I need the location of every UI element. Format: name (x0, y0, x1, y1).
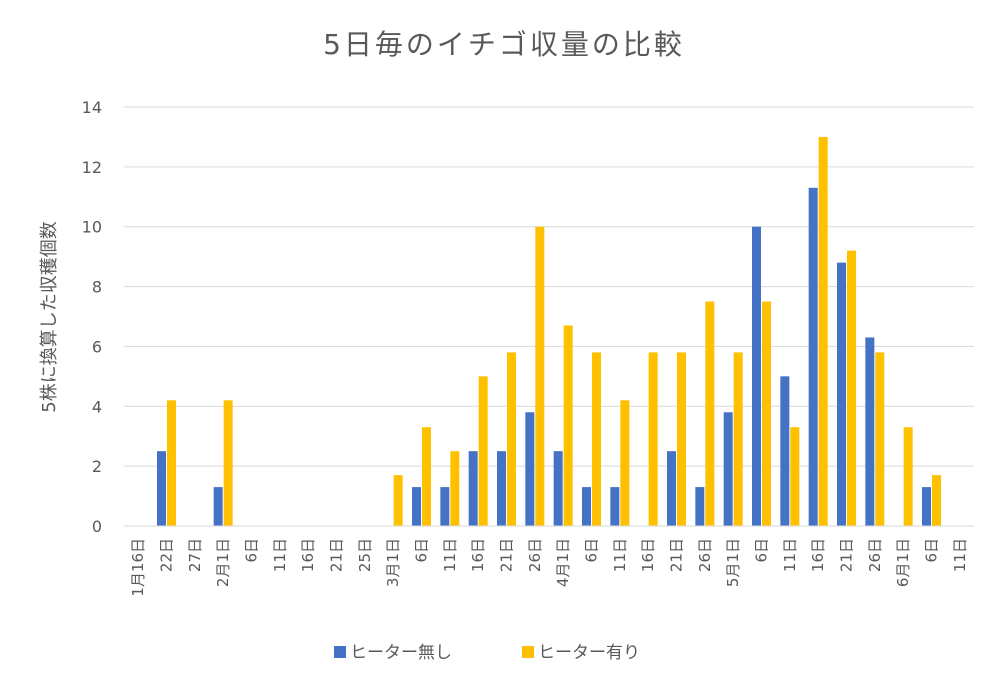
bar-series-2 (847, 250, 856, 526)
y-axis-label: 5株に換算した収穫個数 (39, 221, 60, 412)
bar-series-1 (780, 376, 790, 526)
bar-series-2 (450, 451, 460, 526)
x-tick-label: 22日 (158, 538, 176, 572)
x-tick-label: 16日 (639, 538, 657, 572)
x-tick-label: 11日 (781, 538, 799, 572)
bar-series-1 (837, 262, 846, 526)
x-tick-label: 27日 (186, 538, 204, 572)
y-tick-label: 12 (82, 158, 102, 177)
x-tick-label: 6日 (243, 538, 261, 563)
x-tick-label: 1月16日 (129, 538, 147, 597)
y-tick-label: 6 (92, 337, 102, 356)
bar-series-2 (592, 352, 601, 526)
legend-swatch (334, 646, 346, 658)
x-tick-label: 26日 (696, 538, 714, 572)
bar-series-2 (507, 352, 516, 526)
legend-label: ヒーター有り (538, 643, 640, 663)
bar-series-1 (922, 487, 931, 526)
bar-series-2 (733, 352, 743, 526)
bar-series-1 (157, 451, 166, 526)
bar-series-2 (648, 352, 658, 526)
legend-label: ヒーター無し (350, 643, 452, 663)
x-tick-label: 5月1日 (724, 538, 742, 587)
bar-series-1 (610, 487, 620, 526)
y-tick-label: 2 (92, 457, 102, 476)
bar-series-2 (875, 352, 885, 526)
bar-series-2 (932, 475, 941, 526)
bar-series-2 (677, 352, 686, 526)
bar-series-1 (468, 451, 478, 526)
bar-series-2 (790, 427, 800, 526)
y-tick-label: 8 (92, 278, 102, 297)
bar-series-1 (525, 412, 535, 526)
y-tick-label: 10 (82, 218, 102, 237)
bar-series-1 (440, 487, 450, 526)
x-tick-label: 11日 (951, 538, 969, 572)
x-tick-label: 3月1日 (384, 538, 402, 587)
bar-series-2 (818, 136, 828, 526)
bar-series-2 (620, 400, 630, 526)
bar-series-2 (167, 400, 176, 526)
x-tick-label: 26日 (866, 538, 884, 572)
bar-series-2 (903, 427, 913, 526)
bar-series-2 (422, 427, 431, 526)
bar-series-2 (535, 226, 545, 526)
x-tick-label: 21日 (668, 538, 686, 572)
x-tick-label: 6日 (923, 538, 941, 563)
legend: ヒーター無し ヒーター有り (334, 643, 640, 663)
x-tick-label: 4月1日 (554, 538, 572, 587)
bar-series-2 (563, 325, 573, 526)
y-tick-label: 0 (92, 517, 102, 536)
x-tick-label: 25日 (356, 538, 374, 572)
bar-series-1 (723, 412, 733, 526)
x-tick-label: 21日 (498, 538, 516, 572)
bar-series-1 (865, 337, 875, 526)
x-tick-label: 21日 (328, 538, 346, 572)
bar-series-1 (497, 451, 506, 526)
x-tick-label: 16日 (809, 538, 827, 572)
y-tick-label: 4 (92, 397, 102, 416)
y-tick-label: 14 (82, 98, 102, 117)
x-tick-label: 16日 (469, 538, 487, 572)
x-tick-label: 16日 (299, 538, 317, 572)
bar-series-1 (695, 487, 705, 526)
bars (157, 136, 941, 527)
bar-series-1 (752, 226, 761, 526)
bar-series-2 (393, 475, 403, 526)
bar-series-2 (223, 400, 233, 526)
bar-series-1 (213, 487, 223, 526)
legend-swatch (522, 646, 534, 658)
x-tick-label: 26日 (526, 538, 544, 572)
bar-series-1 (412, 487, 421, 526)
x-tick-label: 11日 (441, 538, 459, 572)
bar-series-1 (553, 451, 563, 526)
y-axis-ticks: 0 2 4 6 8 10 12 14 (82, 98, 102, 536)
chart-title: 5日毎のイチゴ収量の比較 (323, 28, 685, 61)
bar-series-2 (762, 301, 771, 526)
x-tick-label: 6月1日 (894, 538, 912, 587)
x-tick-label: 2月1日 (214, 538, 232, 587)
x-tick-label: 11日 (611, 538, 629, 572)
bar-series-1 (808, 187, 818, 527)
grid-lines (124, 106, 974, 467)
bar-series-2 (478, 376, 488, 526)
x-tick-label: 11日 (271, 538, 289, 572)
x-tick-label: 6日 (583, 538, 601, 563)
x-axis-ticks: 1月16日 22日 27日 2月1日 6日 11日 16日 21日 25日 3月1日 6日 11日 16… (129, 538, 969, 597)
x-tick-label: 21日 (838, 538, 856, 572)
bar-series-2 (705, 301, 715, 526)
x-tick-label: 6日 (413, 538, 431, 563)
x-tick-label: 6日 (753, 538, 771, 563)
bar-series-1 (582, 487, 591, 526)
bar-series-1 (667, 451, 676, 526)
